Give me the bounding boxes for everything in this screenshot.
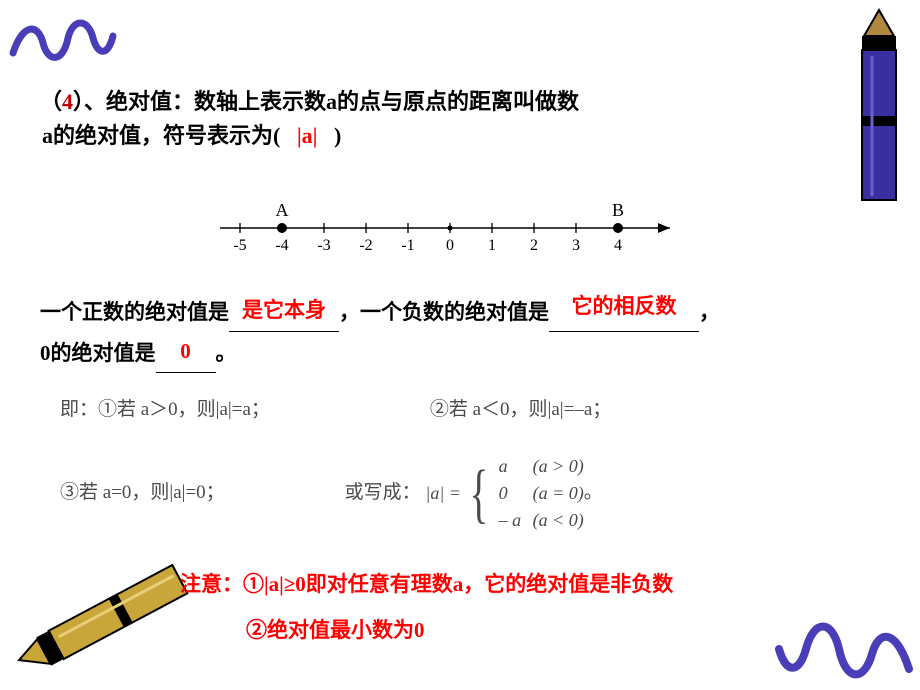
svg-text:-5: -5 bbox=[233, 237, 246, 254]
pw-rows: a(a > 0) 0(a = 0) – a(a < 0) bbox=[499, 454, 584, 534]
pw-tail: 。 bbox=[584, 480, 603, 507]
ans-3: 0 bbox=[180, 339, 191, 363]
brace-icon: { bbox=[469, 464, 488, 523]
svg-text:4: 4 bbox=[614, 237, 622, 254]
fill-t5: 。 bbox=[216, 341, 237, 365]
rules-block: 即：①若 a＞0，则|a|=a； ②若 a＜0，则|a|=–a； ③若 a=0，… bbox=[40, 397, 860, 533]
note-1: 注意：①|a|≥0即对任意有理数a，它的绝对值是非负数 bbox=[180, 561, 860, 607]
slide-content: （4）、绝对值：数轴上表示数a的点与原点的距离叫做数 a的绝对值，符号表示为( … bbox=[40, 85, 860, 654]
pw-v2: – a bbox=[499, 508, 533, 533]
def-line2-post: ) bbox=[334, 123, 341, 148]
svg-text:0: 0 bbox=[446, 237, 454, 254]
pw-c1: (a = 0) bbox=[533, 483, 584, 503]
svg-text:B: B bbox=[612, 200, 624, 220]
blank-3: 0 bbox=[156, 332, 216, 373]
svg-text:-1: -1 bbox=[401, 237, 414, 254]
svg-text:1: 1 bbox=[488, 237, 496, 254]
pw-v1: 0 bbox=[499, 481, 533, 506]
fill-t4: 0的绝对值是 bbox=[40, 341, 156, 365]
pw-c0: (a > 0) bbox=[533, 456, 584, 476]
svg-text:2: 2 bbox=[530, 237, 538, 254]
fill-t2: ，一个负数的绝对值是 bbox=[339, 300, 549, 324]
ans-2: 它的相反数 bbox=[572, 294, 677, 318]
piecewise-label: 或写成： bbox=[345, 480, 421, 507]
blank-1: 是它本身 bbox=[229, 291, 339, 332]
ans-1: 是它本身 bbox=[242, 298, 326, 322]
crayon-top-right bbox=[854, 6, 914, 206]
svg-text:-2: -2 bbox=[359, 237, 372, 254]
note-2: ②绝对值最小数为0 bbox=[180, 607, 860, 653]
notes-block: 注意：①|a|≥0即对任意有理数a，它的绝对值是非负数 ②绝对值最小数为0 bbox=[40, 561, 860, 653]
svg-text:A: A bbox=[276, 200, 289, 220]
squiggle-top-left bbox=[8, 8, 118, 63]
rule-3: ③若 a=0，则|a|=0； bbox=[60, 480, 225, 507]
piecewise: |a| = { a(a > 0) 0(a = 0) – a(a < 0) bbox=[425, 454, 583, 534]
svg-text:-3: -3 bbox=[317, 237, 330, 254]
definition-text: （4）、绝对值：数轴上表示数a的点与原点的距离叫做数 a的绝对值，符号表示为( … bbox=[40, 85, 860, 153]
def-after-num: ）、绝对值：数轴上表示数a的点与原点的距离叫做数 bbox=[73, 89, 579, 114]
svg-text:3: 3 bbox=[572, 237, 580, 254]
def-number: 4 bbox=[62, 89, 73, 114]
fill-blanks: 一个正数的绝对值是是它本身 ，一个负数的绝对值是它的相反数 ， 0的绝对值是 0 。 bbox=[40, 293, 860, 375]
abs-symbol: |a| bbox=[297, 123, 318, 148]
pw-lhs: |a| = bbox=[425, 481, 461, 506]
rule-1: 即：①若 a＞0，则|a|=a； bbox=[60, 397, 270, 424]
pw-v0: a bbox=[499, 454, 533, 479]
rule-2: ②若 a＜0，则|a|=–a； bbox=[430, 397, 611, 424]
fill-t3: ， bbox=[699, 300, 720, 324]
svg-text:-4: -4 bbox=[275, 237, 288, 254]
blank-2: 它的相反数 bbox=[549, 291, 699, 332]
number-line: -5 -4 -3 -2 -1 0 1 2 3 4 A B bbox=[210, 193, 690, 263]
def-line2-pre: a的绝对值，符号表示为( bbox=[40, 123, 280, 148]
pw-c2: (a < 0) bbox=[533, 510, 584, 530]
fill-t1: 一个正数的绝对值是 bbox=[40, 300, 229, 324]
number-line-svg: -5 -4 -3 -2 -1 0 1 2 3 4 A B bbox=[210, 193, 690, 263]
def-prefix: （ bbox=[40, 89, 62, 114]
